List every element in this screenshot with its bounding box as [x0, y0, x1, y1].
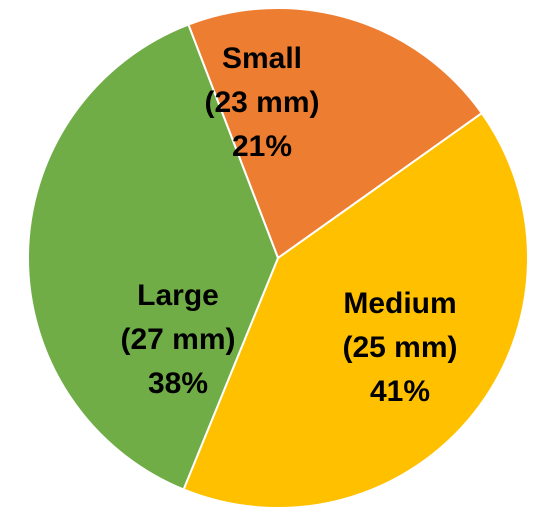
- slice-label-name-medium: Medium: [343, 287, 456, 320]
- pie-labels: Small (23 mm) 21% Medium (25 mm) 41% Large (27 …: [120, 42, 457, 408]
- pie-slice-medium: [182, 111, 529, 509]
- slice-label-size-large: (27 mm): [120, 323, 235, 356]
- pie-slice-large: [27, 23, 280, 491]
- slice-label-percent-small: 21%: [232, 130, 292, 163]
- pie-slice-small: [187, 7, 484, 260]
- slice-label-name-large: Large: [137, 279, 219, 312]
- slice-label-name-small: Small: [222, 42, 302, 75]
- slice-label-percent-large: 38%: [148, 367, 208, 400]
- slice-label-percent-medium: 41%: [370, 375, 430, 408]
- slice-label-size-small: (23 mm): [204, 86, 319, 119]
- slice-label-size-medium: (25 mm): [342, 331, 457, 364]
- pie-slices: [27, 7, 529, 509]
